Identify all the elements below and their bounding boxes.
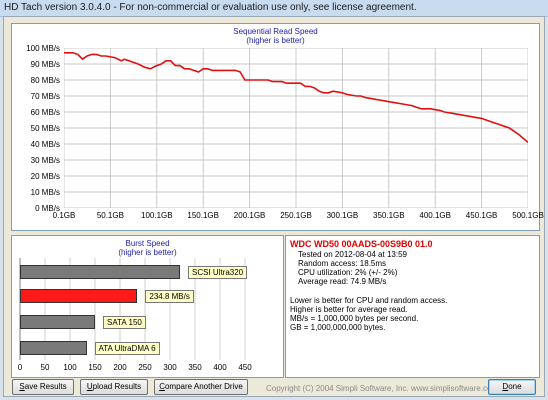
burst-bar — [20, 289, 138, 303]
burst-x-tick-label: 150 — [88, 363, 102, 372]
save-label: ave Results — [24, 382, 67, 391]
y-tick-label: 80 MB/s — [30, 75, 60, 85]
cpu-utilization: CPU utilization: 2% (+/- 2%) — [298, 268, 398, 277]
done-button[interactable]: Done — [488, 379, 536, 395]
burst-chart-subtitle: (higher is better) — [118, 248, 177, 257]
y-tick-label: 50 MB/s — [30, 123, 60, 133]
y-tick-label: 100 MB/s — [26, 43, 60, 53]
upload-hotkey: U — [86, 382, 93, 391]
compare-drive-button[interactable]: Compare Another Drive — [154, 379, 248, 395]
title-bar: HD Tach version 3.0.4.0 - For non-commer… — [0, 0, 548, 17]
burst-grid — [19, 258, 246, 360]
save-hotkey: S — [19, 382, 25, 391]
upload-label: pload Results — [92, 382, 142, 391]
app-client-area: Sequential Read Speed (higher is better)… — [3, 16, 545, 397]
burst-x-tick-label: 300 — [163, 363, 177, 372]
burst-x-tick-label: 400 — [213, 363, 227, 372]
x-tick-label: 250.1GB — [280, 211, 312, 220]
burst-bar-label: 234.8 MB/s — [145, 290, 194, 303]
y-tick-label: 0 MB/s — [35, 203, 60, 213]
burst-x-tick-label: 350 — [188, 363, 202, 372]
x-tick-label: 300.1GB — [326, 211, 359, 220]
note-higher-better: Higher is better for average read. — [290, 305, 408, 314]
burst-bar-label: ATA UltraDMA 6 — [94, 342, 160, 355]
average-read: Average read: 74.9 MB/s — [298, 277, 387, 286]
x-tick-label: 150.1GB — [187, 211, 219, 220]
read-chart-plot — [64, 48, 528, 208]
x-tick-label: 450.1GB — [465, 211, 498, 220]
info-panel: WDC WD50 00AADS-00S9B0 01.0 Tested on 20… — [285, 235, 540, 378]
x-tick-label: 500.1GB — [512, 211, 544, 220]
y-tick-label: 90 MB/s — [30, 59, 60, 69]
x-tick-label: 400.1GB — [419, 211, 451, 220]
read-chart-title: Sequential Read Speed — [233, 27, 318, 36]
burst-x-tick-label: 450 — [238, 363, 252, 372]
y-tick-label: 60 MB/s — [30, 107, 60, 117]
note-mbs: MB/s = 1,000,000 bytes per second. — [290, 314, 419, 323]
note-lower-better: Lower is better for CPU and random acces… — [290, 296, 448, 305]
y-tick-label: 10 MB/s — [30, 187, 60, 197]
copyright-text: Copyright (C) 2004 Simpli Software, Inc.… — [266, 384, 499, 393]
note-gb: GB = 1,000,000,000 bytes. — [290, 323, 386, 332]
upload-results-button[interactable]: Upload Results — [80, 379, 148, 395]
y-tick-label: 40 MB/s — [30, 139, 60, 149]
window-title: HD Tach version 3.0.4.0 - For non-commer… — [4, 2, 417, 13]
burst-x-tick-label: 0 — [17, 363, 23, 372]
burst-bar — [20, 265, 180, 279]
read-speed-line — [64, 52, 528, 144]
random-access: Random access: 18.5ms — [298, 259, 387, 268]
burst-chart-title: Burst Speed — [125, 239, 170, 248]
burst-bar-label: SATA 150 — [103, 316, 146, 329]
burst-x-tick-label: 50 — [40, 363, 50, 372]
y-tick-label: 70 MB/s — [30, 91, 60, 101]
x-tick-label: 100.1GB — [141, 211, 173, 220]
burst-bar — [20, 315, 95, 329]
burst-x-tick-label: 100 — [63, 363, 77, 372]
drive-name: WDC WD50 00AADS-00S9B0 01.0 — [290, 239, 433, 249]
read-chart-subtitle: (higher is better) — [246, 36, 305, 45]
x-tick-label: 0.1GB — [52, 211, 76, 220]
burst-bar-label: SCSI Ultra320 — [188, 266, 248, 279]
compare-label: ompare Another Drive — [164, 382, 243, 391]
tested-date: Tested on 2012-08-04 at 13:59 — [298, 250, 407, 259]
save-results-button[interactable]: Save Results — [12, 379, 74, 395]
burst-x-tick-label: 250 — [138, 363, 152, 372]
x-tick-label: 50.1GB — [96, 211, 124, 220]
compare-hotkey: C — [159, 382, 165, 391]
y-tick-label: 30 MB/s — [30, 155, 60, 165]
y-tick-label: 20 MB/s — [30, 171, 60, 181]
x-tick-label: 350.1GB — [373, 211, 405, 220]
read-chart-panel: Sequential Read Speed (higher is better)… — [11, 23, 544, 231]
burst-chart-plot: SCSI Ultra320 234.8 MB/s SATA 150 ATA Ultra… — [12, 236, 283, 377]
burst-bar — [20, 341, 87, 355]
done-hotkey: D — [502, 382, 509, 391]
burst-chart-panel: Burst Speed (higher is better) SCSI Ultr… — [11, 235, 284, 378]
x-tick-label: 200.1GB — [233, 211, 266, 220]
burst-x-tick-label: 200 — [113, 363, 127, 372]
done-label: one — [508, 382, 522, 391]
